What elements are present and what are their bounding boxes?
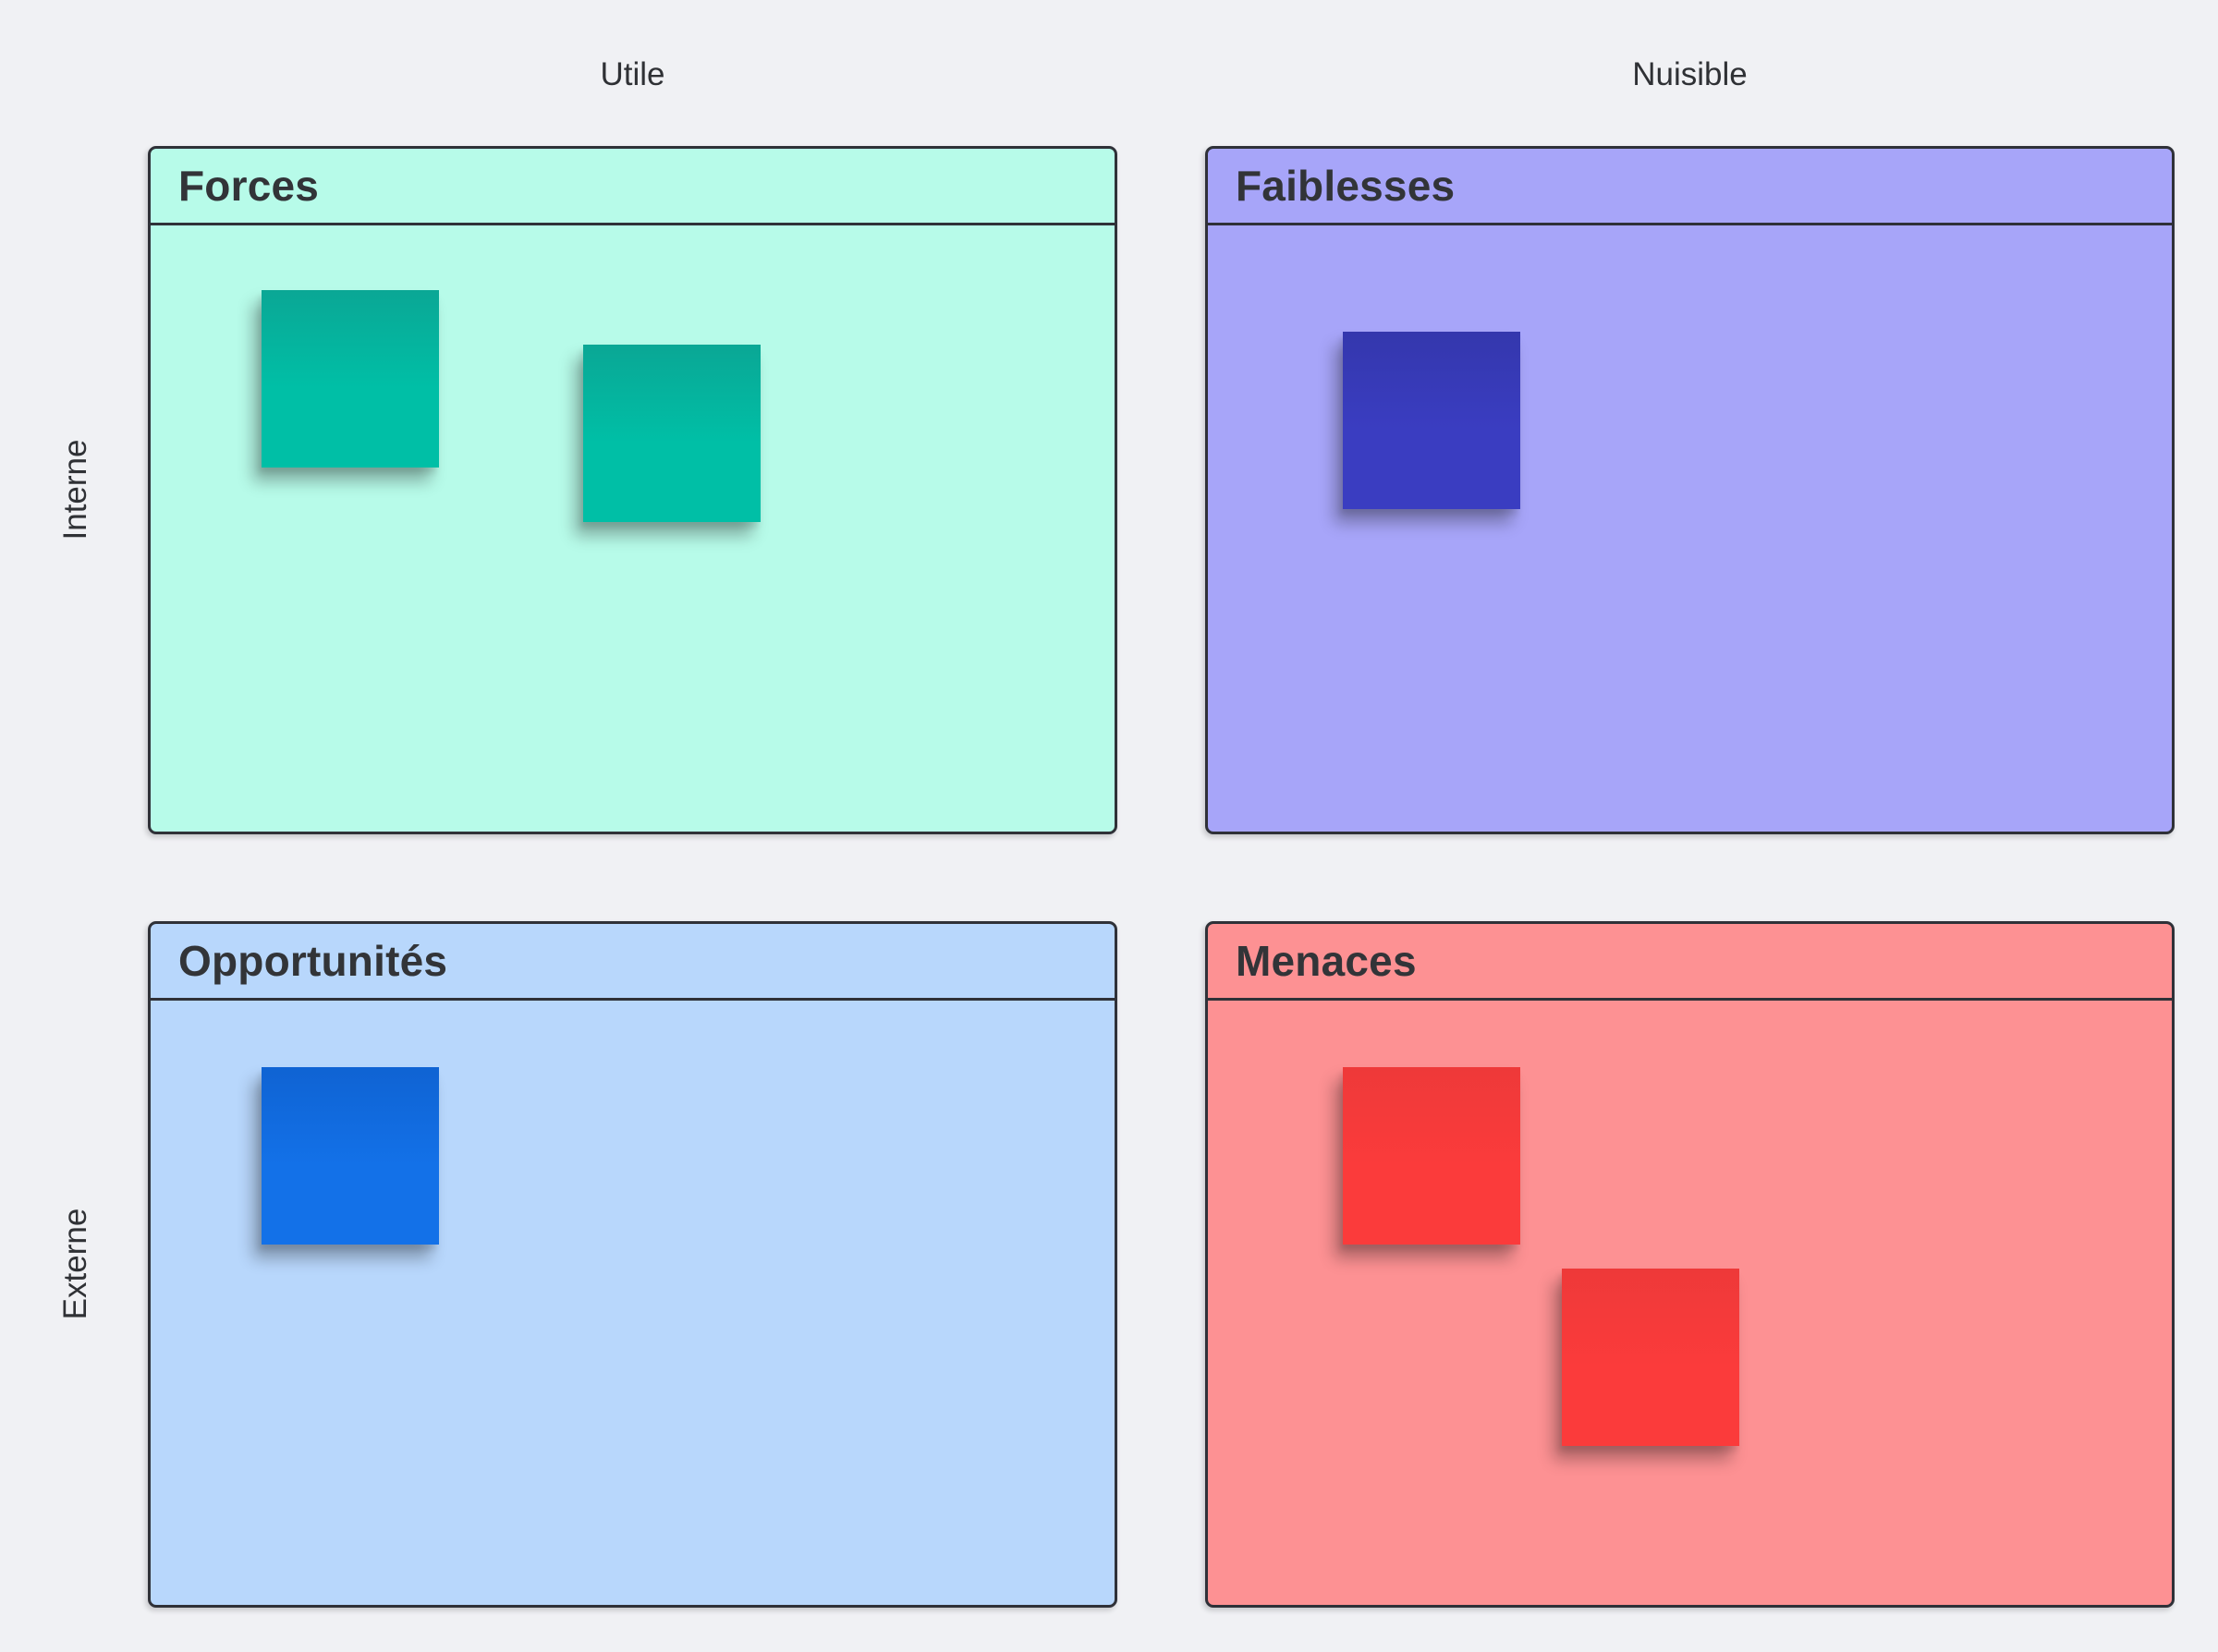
quadrant-faiblesses-header: Faiblesses [1208, 149, 2172, 225]
quadrant-opportunites-header: Opportunités [151, 924, 1115, 1001]
axis-label-interne[interactable]: Interne [57, 439, 93, 541]
quadrant-menaces[interactable]: Menaces [1205, 921, 2175, 1608]
quadrant-menaces-title: Menaces [1236, 937, 1417, 985]
quadrant-opportunites[interactable]: Opportunités [148, 921, 1117, 1608]
sticky-note[interactable] [1562, 1269, 1739, 1446]
axis-label-nuisible[interactable]: Nuisible [1632, 56, 1748, 92]
quadrant-faiblesses[interactable]: Faiblesses [1205, 146, 2175, 834]
sticky-note[interactable] [1343, 1067, 1520, 1245]
sticky-note[interactable] [262, 1067, 439, 1245]
quadrant-opportunites-title: Opportunités [178, 937, 448, 985]
sticky-note[interactable] [262, 290, 439, 468]
quadrant-faiblesses-title: Faiblesses [1236, 162, 1456, 210]
quadrant-forces[interactable]: Forces [148, 146, 1117, 834]
axis-label-externe[interactable]: Externe [57, 1208, 93, 1320]
sticky-note[interactable] [1343, 332, 1520, 509]
sticky-note[interactable] [583, 345, 761, 522]
quadrant-forces-header: Forces [151, 149, 1115, 225]
quadrant-forces-title: Forces [178, 162, 320, 210]
quadrant-menaces-header: Menaces [1208, 924, 2172, 1001]
axis-label-utile[interactable]: Utile [600, 56, 665, 92]
quadrant-faiblesses-body [1208, 225, 2172, 832]
